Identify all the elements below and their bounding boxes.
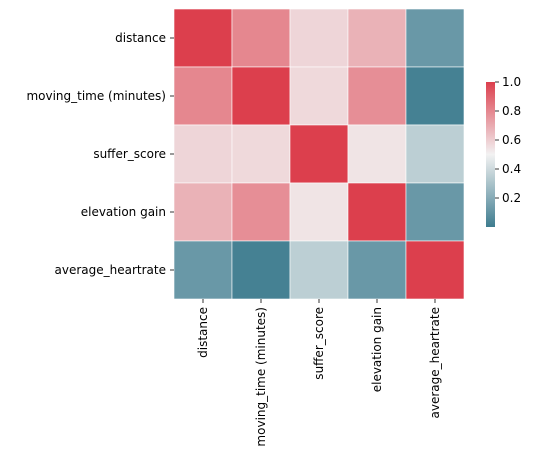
column-label: average_heartrate (428, 307, 442, 418)
heatmap-cells (173, 8, 465, 300)
heatmap-cell-0-3 (347, 8, 407, 68)
column-label: suffer_score (312, 307, 326, 380)
heatmap-cell-4-0 (173, 240, 233, 300)
colorbar-tick-label: 0.4 (502, 162, 521, 176)
heatmap-cell-3-2 (289, 182, 349, 242)
heatmap-cell-2-3 (347, 124, 407, 184)
heatmap-cell-4-2 (289, 240, 349, 300)
heatmap-cell-3-4 (405, 182, 465, 242)
colorbar-gradient (486, 82, 495, 227)
row-label: average_heartrate (55, 263, 166, 277)
heatmap-cell-1-3 (347, 66, 407, 126)
heatmap-cell-1-4 (405, 66, 465, 126)
heatmap-cell-4-1 (231, 240, 291, 300)
row-label: distance (115, 31, 166, 45)
heatmap-cell-1-1 (231, 66, 291, 126)
row-label: moving_time (minutes) (26, 89, 166, 103)
heatmap-cell-1-0 (173, 66, 233, 126)
colorbar-tick-label: 0.2 (502, 191, 521, 205)
colorbar: 0.2 0.4 0.6 0.8 1.0 (486, 75, 521, 227)
row-label: suffer_score (93, 147, 166, 161)
colorbar-tick-label: 0.6 (502, 133, 521, 147)
heatmap-cell-2-0 (173, 124, 233, 184)
colorbar-tick-label: 0.8 (502, 104, 521, 118)
column-label: elevation gain (370, 307, 384, 392)
heatmap-cell-0-0 (173, 8, 233, 68)
heatmap-cell-3-0 (173, 182, 233, 242)
heatmap-cell-0-1 (231, 8, 291, 68)
column-labels: distance moving_time (minutes) suffer_scor… (196, 299, 442, 447)
heatmap-cell-2-1 (231, 124, 291, 184)
heatmap-cell-2-4 (405, 124, 465, 184)
row-labels: distance moving_time (minutes) suffer_scor… (26, 31, 174, 277)
heatmap-cell-1-2 (289, 66, 349, 126)
heatmap-cell-4-3 (347, 240, 407, 300)
heatmap-cell-4-4 (405, 240, 465, 300)
heatmap-cell-3-3 (347, 182, 407, 242)
heatmap-cell-2-2 (289, 124, 349, 184)
heatmap-cell-0-2 (289, 8, 349, 68)
column-label: moving_time (minutes) (254, 307, 268, 447)
heatmap-cell-0-4 (405, 8, 465, 68)
colorbar-tick-label: 1.0 (502, 75, 521, 89)
heatmap-cell-3-1 (231, 182, 291, 242)
column-label: distance (196, 307, 210, 358)
row-label: elevation gain (81, 205, 166, 219)
